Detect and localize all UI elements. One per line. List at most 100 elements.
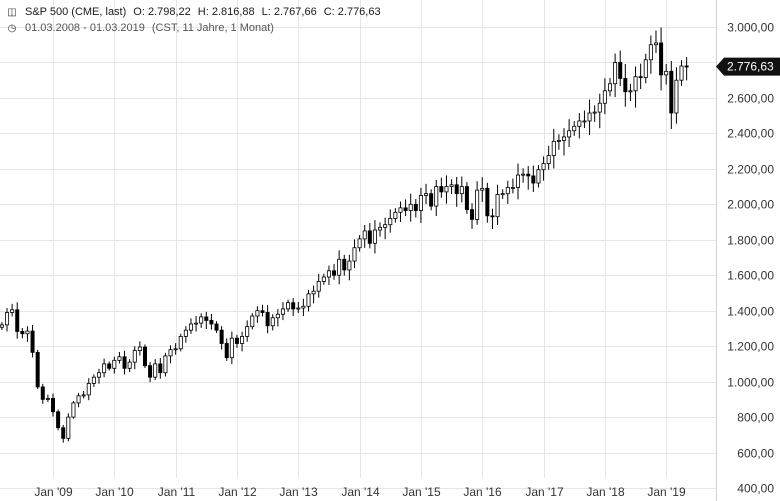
candle-body-up	[25, 330, 30, 335]
candle	[76, 392, 81, 408]
candle-body-up	[556, 140, 561, 142]
candle	[505, 180, 510, 204]
candle	[459, 176, 464, 203]
candle-body-up	[393, 211, 398, 219]
candle-body-down	[485, 187, 490, 217]
x-axis: Jan '09 Jan '10 Jan '11 Jan '12 Jan '13 Jan '…	[34, 485, 686, 499]
x-tick-label: Jan '09	[34, 485, 73, 499]
candle-body-up	[311, 290, 316, 295]
candle-body-up	[587, 112, 592, 122]
candle-body-down	[684, 65, 689, 68]
candle	[40, 383, 45, 404]
candle	[567, 119, 572, 148]
candle-body-up	[648, 44, 653, 61]
candle	[45, 394, 50, 402]
candle	[25, 326, 30, 342]
y-tick-label: 2.000,00	[727, 198, 774, 212]
candle-body-down	[638, 76, 643, 79]
candle-body-down	[260, 310, 265, 313]
candle-body-up	[602, 90, 607, 104]
candle	[679, 60, 684, 86]
candle	[352, 239, 357, 269]
candle	[107, 361, 112, 371]
candle	[296, 302, 301, 313]
candle	[183, 326, 188, 343]
y-tick-label: 600,00	[737, 447, 774, 461]
candle	[372, 220, 377, 254]
candle	[194, 316, 199, 332]
candle-body-up	[607, 83, 612, 92]
candle	[664, 64, 669, 85]
candle-body-up	[178, 336, 183, 350]
candle	[648, 35, 653, 74]
clock-icon: ◷	[7, 23, 17, 34]
candle-body-up	[347, 260, 352, 271]
candle	[158, 358, 163, 379]
candle-body-down	[659, 42, 664, 76]
candle	[188, 318, 193, 334]
candle	[326, 265, 331, 285]
x-tick-label: Jan '16	[463, 485, 502, 499]
candle-body-up	[76, 395, 81, 404]
candle-body-up	[199, 316, 204, 324]
candle	[61, 424, 66, 443]
candle	[265, 305, 270, 334]
candle	[475, 181, 480, 225]
candle-body-up	[362, 230, 367, 240]
y-tick-label: 1.200,00	[727, 340, 774, 354]
candle-body-down	[224, 343, 229, 359]
candle-body-up	[127, 361, 132, 369]
candle-body-down	[219, 329, 224, 344]
candle	[153, 359, 158, 381]
candle	[398, 201, 403, 222]
candle	[669, 61, 674, 130]
candle	[91, 374, 96, 387]
candle-body-up	[255, 310, 260, 317]
candle	[643, 53, 648, 84]
candle	[234, 334, 239, 348]
candle	[20, 328, 25, 339]
candle-body-up	[45, 398, 50, 400]
candle-body-up	[326, 270, 331, 278]
candle	[388, 209, 393, 233]
candle	[86, 378, 91, 401]
x-tick-label: Jan '14	[341, 485, 380, 499]
candle-body-up	[521, 173, 526, 176]
candle	[367, 223, 372, 249]
candle	[485, 182, 490, 223]
candle	[10, 303, 15, 317]
candle	[306, 289, 311, 312]
candle-body-up	[551, 140, 556, 156]
candle-body-up	[480, 187, 485, 191]
candle-body-up	[66, 416, 71, 439]
candle-body-up	[137, 346, 142, 351]
candle-body-down	[56, 411, 61, 429]
y-axis: 400,00 600,00 800,00 1.000,00 1.200,00 1.400,…	[727, 21, 774, 496]
candle	[15, 302, 20, 339]
candle-body-up	[194, 322, 199, 325]
candle-body-down	[367, 230, 372, 244]
candle	[250, 313, 255, 330]
candle	[623, 64, 628, 107]
candle	[526, 166, 531, 190]
candle	[521, 168, 526, 183]
candle	[301, 298, 306, 317]
candle	[132, 346, 137, 370]
candle-body-up	[664, 70, 669, 76]
candle-body-down	[490, 215, 495, 218]
candle	[607, 78, 612, 97]
candle	[275, 309, 280, 327]
candle-body-up	[500, 193, 505, 196]
candle	[81, 390, 86, 399]
candle-body-up	[5, 312, 10, 326]
chart-header: ◫ S&P 500 (CME, last) O: 2.798,22 H: 2.816,…	[6, 6, 388, 18]
candle-body-down	[429, 193, 434, 207]
candle	[127, 359, 132, 373]
candle-body-up	[597, 102, 602, 113]
date-range: 01.03.2008 - 01.03.2019	[25, 22, 145, 34]
candle	[219, 326, 224, 350]
candle	[500, 189, 505, 199]
candle-body-up	[572, 125, 577, 132]
candlestick-chart-icon: ◫	[7, 7, 17, 18]
